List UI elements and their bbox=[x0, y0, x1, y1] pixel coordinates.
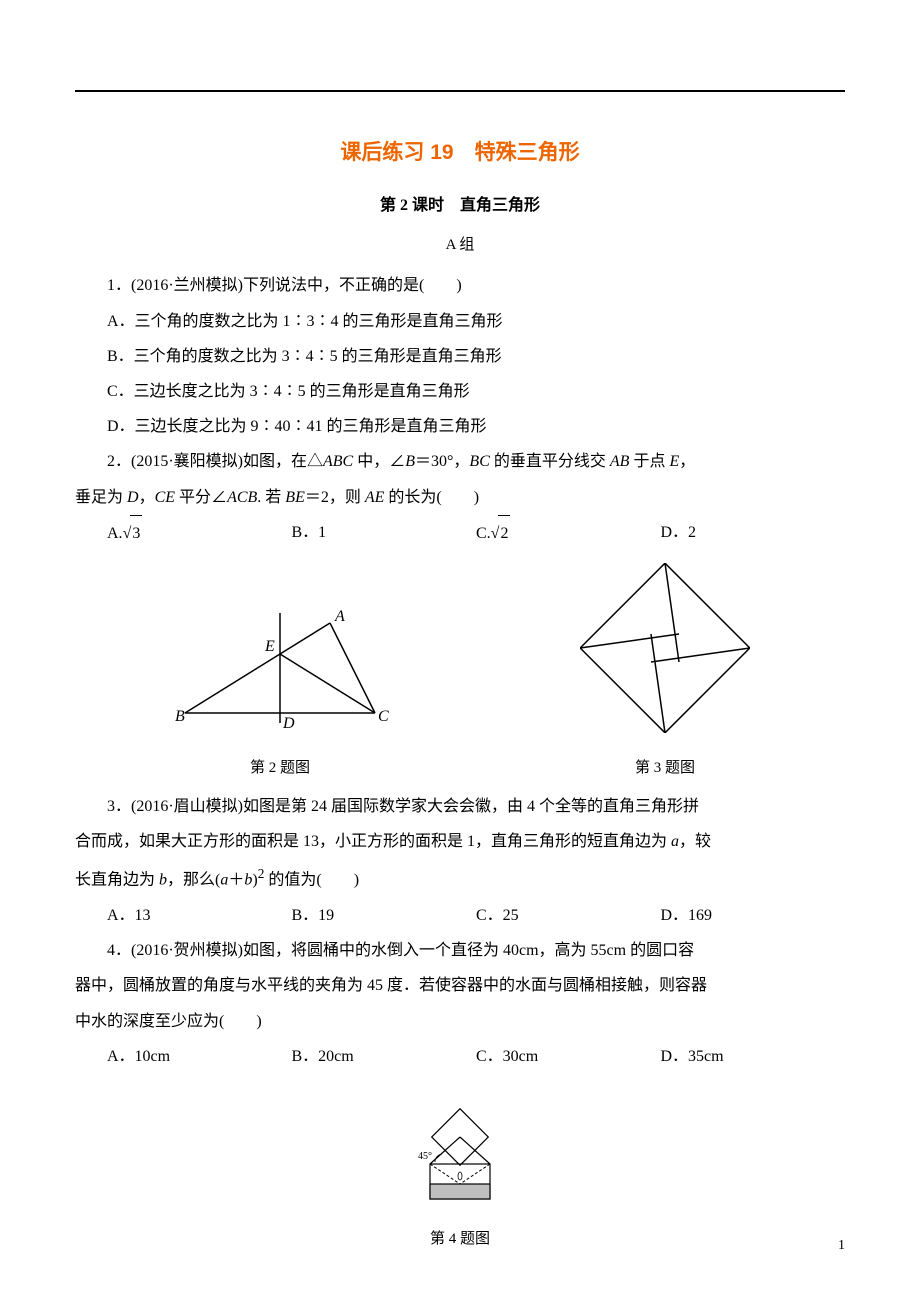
q1-opt-a: A．三个角的度数之比为 1∶3∶4 的三角形是直角三角形 bbox=[75, 304, 845, 339]
q3-line3: 长直角边为 b，那么(a＋b)2 的值为( ) bbox=[75, 859, 845, 898]
q1-opt-c: C．三边长度之比为 3∶4∶5 的三角形是直角三角形 bbox=[75, 374, 845, 409]
q2-abc: ABC bbox=[323, 453, 353, 470]
q2-AB: AB bbox=[610, 453, 630, 470]
q2-BE: BE bbox=[285, 489, 305, 506]
q3-l3a: 长直角边为 bbox=[75, 872, 159, 889]
label-C: C bbox=[378, 708, 389, 725]
label-D: D bbox=[282, 715, 295, 732]
q2-CE: CE bbox=[155, 489, 175, 506]
q3-opt-a: A．13 bbox=[107, 898, 292, 933]
subtitle: 第 2 课时 直角三角形 bbox=[75, 188, 845, 223]
q4-line1: 4．(2016·贺州模拟)如图，将圆桶中的水倒入一个直径为 40cm，高为 55… bbox=[75, 933, 845, 968]
q2-stem-line1: 2．(2015·襄阳模拟)如图，在△ABC 中，∠B＝30°，BC 的垂直平分线… bbox=[75, 444, 845, 479]
q3-a: a bbox=[671, 833, 679, 850]
q3-l3b: ，那么( bbox=[167, 872, 220, 889]
q4-opt-c: C．30cm bbox=[476, 1039, 661, 1074]
q2-D: D bbox=[127, 489, 139, 506]
page-title: 课后练习 19 特殊三角形 bbox=[75, 130, 845, 176]
q2-opt-c: C. 2 bbox=[476, 515, 661, 551]
sqrt-icon: 2 bbox=[491, 515, 511, 551]
q2-l2d: . 若 bbox=[257, 489, 285, 506]
q2-t2: 中，∠ bbox=[353, 453, 405, 470]
figure-2-caption: 第 2 题图 bbox=[170, 752, 390, 785]
figure-2: A B C D E 第 2 题图 bbox=[170, 603, 390, 785]
square-diagram bbox=[580, 563, 750, 733]
triangle-diagram: A B C D E bbox=[170, 603, 390, 733]
q3-line2: 合而成，如果大正方形的面积是 13，小正方形的面积是 1，直角三角形的短直角边为… bbox=[75, 824, 845, 859]
q2-t4: 的垂直平分线交 bbox=[490, 453, 610, 470]
q4-opt-a: A．10cm bbox=[107, 1039, 292, 1074]
q3-opt-b: B．19 bbox=[292, 898, 477, 933]
figure-row-1: A B C D E 第 2 题图 第 3 题图 bbox=[75, 563, 845, 785]
q2c-pre: C. bbox=[476, 525, 491, 542]
q2-opt-d: D．2 bbox=[661, 515, 846, 551]
angle-label: 45° bbox=[418, 1151, 432, 1162]
q2-t1: 2．(2015·襄阳模拟)如图，在△ bbox=[107, 453, 323, 470]
q2c-val: 2 bbox=[498, 515, 510, 551]
label-B: B bbox=[175, 708, 185, 725]
q2-E: E bbox=[669, 453, 679, 470]
label-E: E bbox=[264, 638, 275, 655]
q4-line3: 中水的深度至少应为( ) bbox=[75, 1004, 845, 1039]
q2-options: A. 3 B．1 C. 2 D．2 bbox=[75, 515, 845, 551]
q2a-val: 3 bbox=[130, 515, 142, 551]
q3-b: b bbox=[159, 872, 167, 889]
q1-opt-d: D．三边长度之比为 9∶40∶41 的三角形是直角三角形 bbox=[75, 409, 845, 444]
q4-line2: 器中，圆桶放置的角度与水平线的夹角为 45 度．若使容器中的水面与圆桶相接触，则… bbox=[75, 968, 845, 1003]
q3-line1: 3．(2016·眉山模拟)如图是第 24 届国际数学家大会会徽，由 4 个全等的… bbox=[75, 789, 845, 824]
q2-t5: 于点 bbox=[629, 453, 669, 470]
bucket-diagram: 45° bbox=[400, 1084, 520, 1204]
q2-l2a: 垂足为 bbox=[75, 489, 127, 506]
q2-opt-b: B．1 bbox=[292, 515, 477, 551]
q4-options: A．10cm B．20cm C．30cm D．35cm bbox=[75, 1039, 845, 1074]
q4-opt-b: B．20cm bbox=[292, 1039, 477, 1074]
figure-3: 第 3 题图 bbox=[580, 563, 750, 785]
q2-l2e: ＝2，则 bbox=[305, 489, 365, 506]
q2-l2c: 平分∠ bbox=[175, 489, 227, 506]
q3-l2b: ，较 bbox=[679, 833, 711, 850]
q2-AE: AE bbox=[365, 489, 385, 506]
group-label: A 组 bbox=[75, 229, 845, 262]
sqrt-icon: 3 bbox=[123, 515, 143, 551]
q1-stem: 1．(2016·兰州模拟)下列说法中，不正确的是( ) bbox=[75, 268, 845, 303]
q4-opt-d: D．35cm bbox=[661, 1039, 846, 1074]
figure-4-caption: 第 4 题图 bbox=[75, 1223, 845, 1256]
q2-l2f: 的长为( ) bbox=[384, 489, 479, 506]
q2-ACB: ACB bbox=[227, 489, 257, 506]
q2-t6: ， bbox=[679, 453, 695, 470]
q2-t3: ＝30°， bbox=[415, 453, 469, 470]
q3-opt-c: C．25 bbox=[476, 898, 661, 933]
q2-l2b: ， bbox=[139, 489, 155, 506]
q1-opt-b: B．三个角的度数之比为 3∶4∶5 的三角形是直角三角形 bbox=[75, 339, 845, 374]
figure-4-block: 45° 第 4 题图 bbox=[75, 1084, 845, 1256]
figure-3-caption: 第 3 题图 bbox=[580, 752, 750, 785]
q2-opt-a: A. 3 bbox=[107, 515, 292, 551]
q2-BC: BC bbox=[469, 453, 489, 470]
q3-opt-d: D．169 bbox=[661, 898, 846, 933]
page-number: 1 bbox=[838, 1231, 845, 1262]
q2-B: B bbox=[405, 453, 415, 470]
q2-stem-line2: 垂足为 D，CE 平分∠ACB. 若 BE＝2，则 AE 的长为( ) bbox=[75, 480, 845, 515]
q3-options: A．13 B．19 C．25 D．169 bbox=[75, 898, 845, 933]
top-rule bbox=[75, 90, 845, 92]
q3-l2a: 合而成，如果大正方形的面积是 13，小正方形的面积是 1，直角三角形的短直角边为 bbox=[75, 833, 671, 850]
q3-plus: ＋ bbox=[228, 872, 244, 889]
q2a-pre: A. bbox=[107, 525, 123, 542]
q3-l3d: 的值为( ) bbox=[264, 872, 359, 889]
label-A: A bbox=[334, 608, 345, 625]
